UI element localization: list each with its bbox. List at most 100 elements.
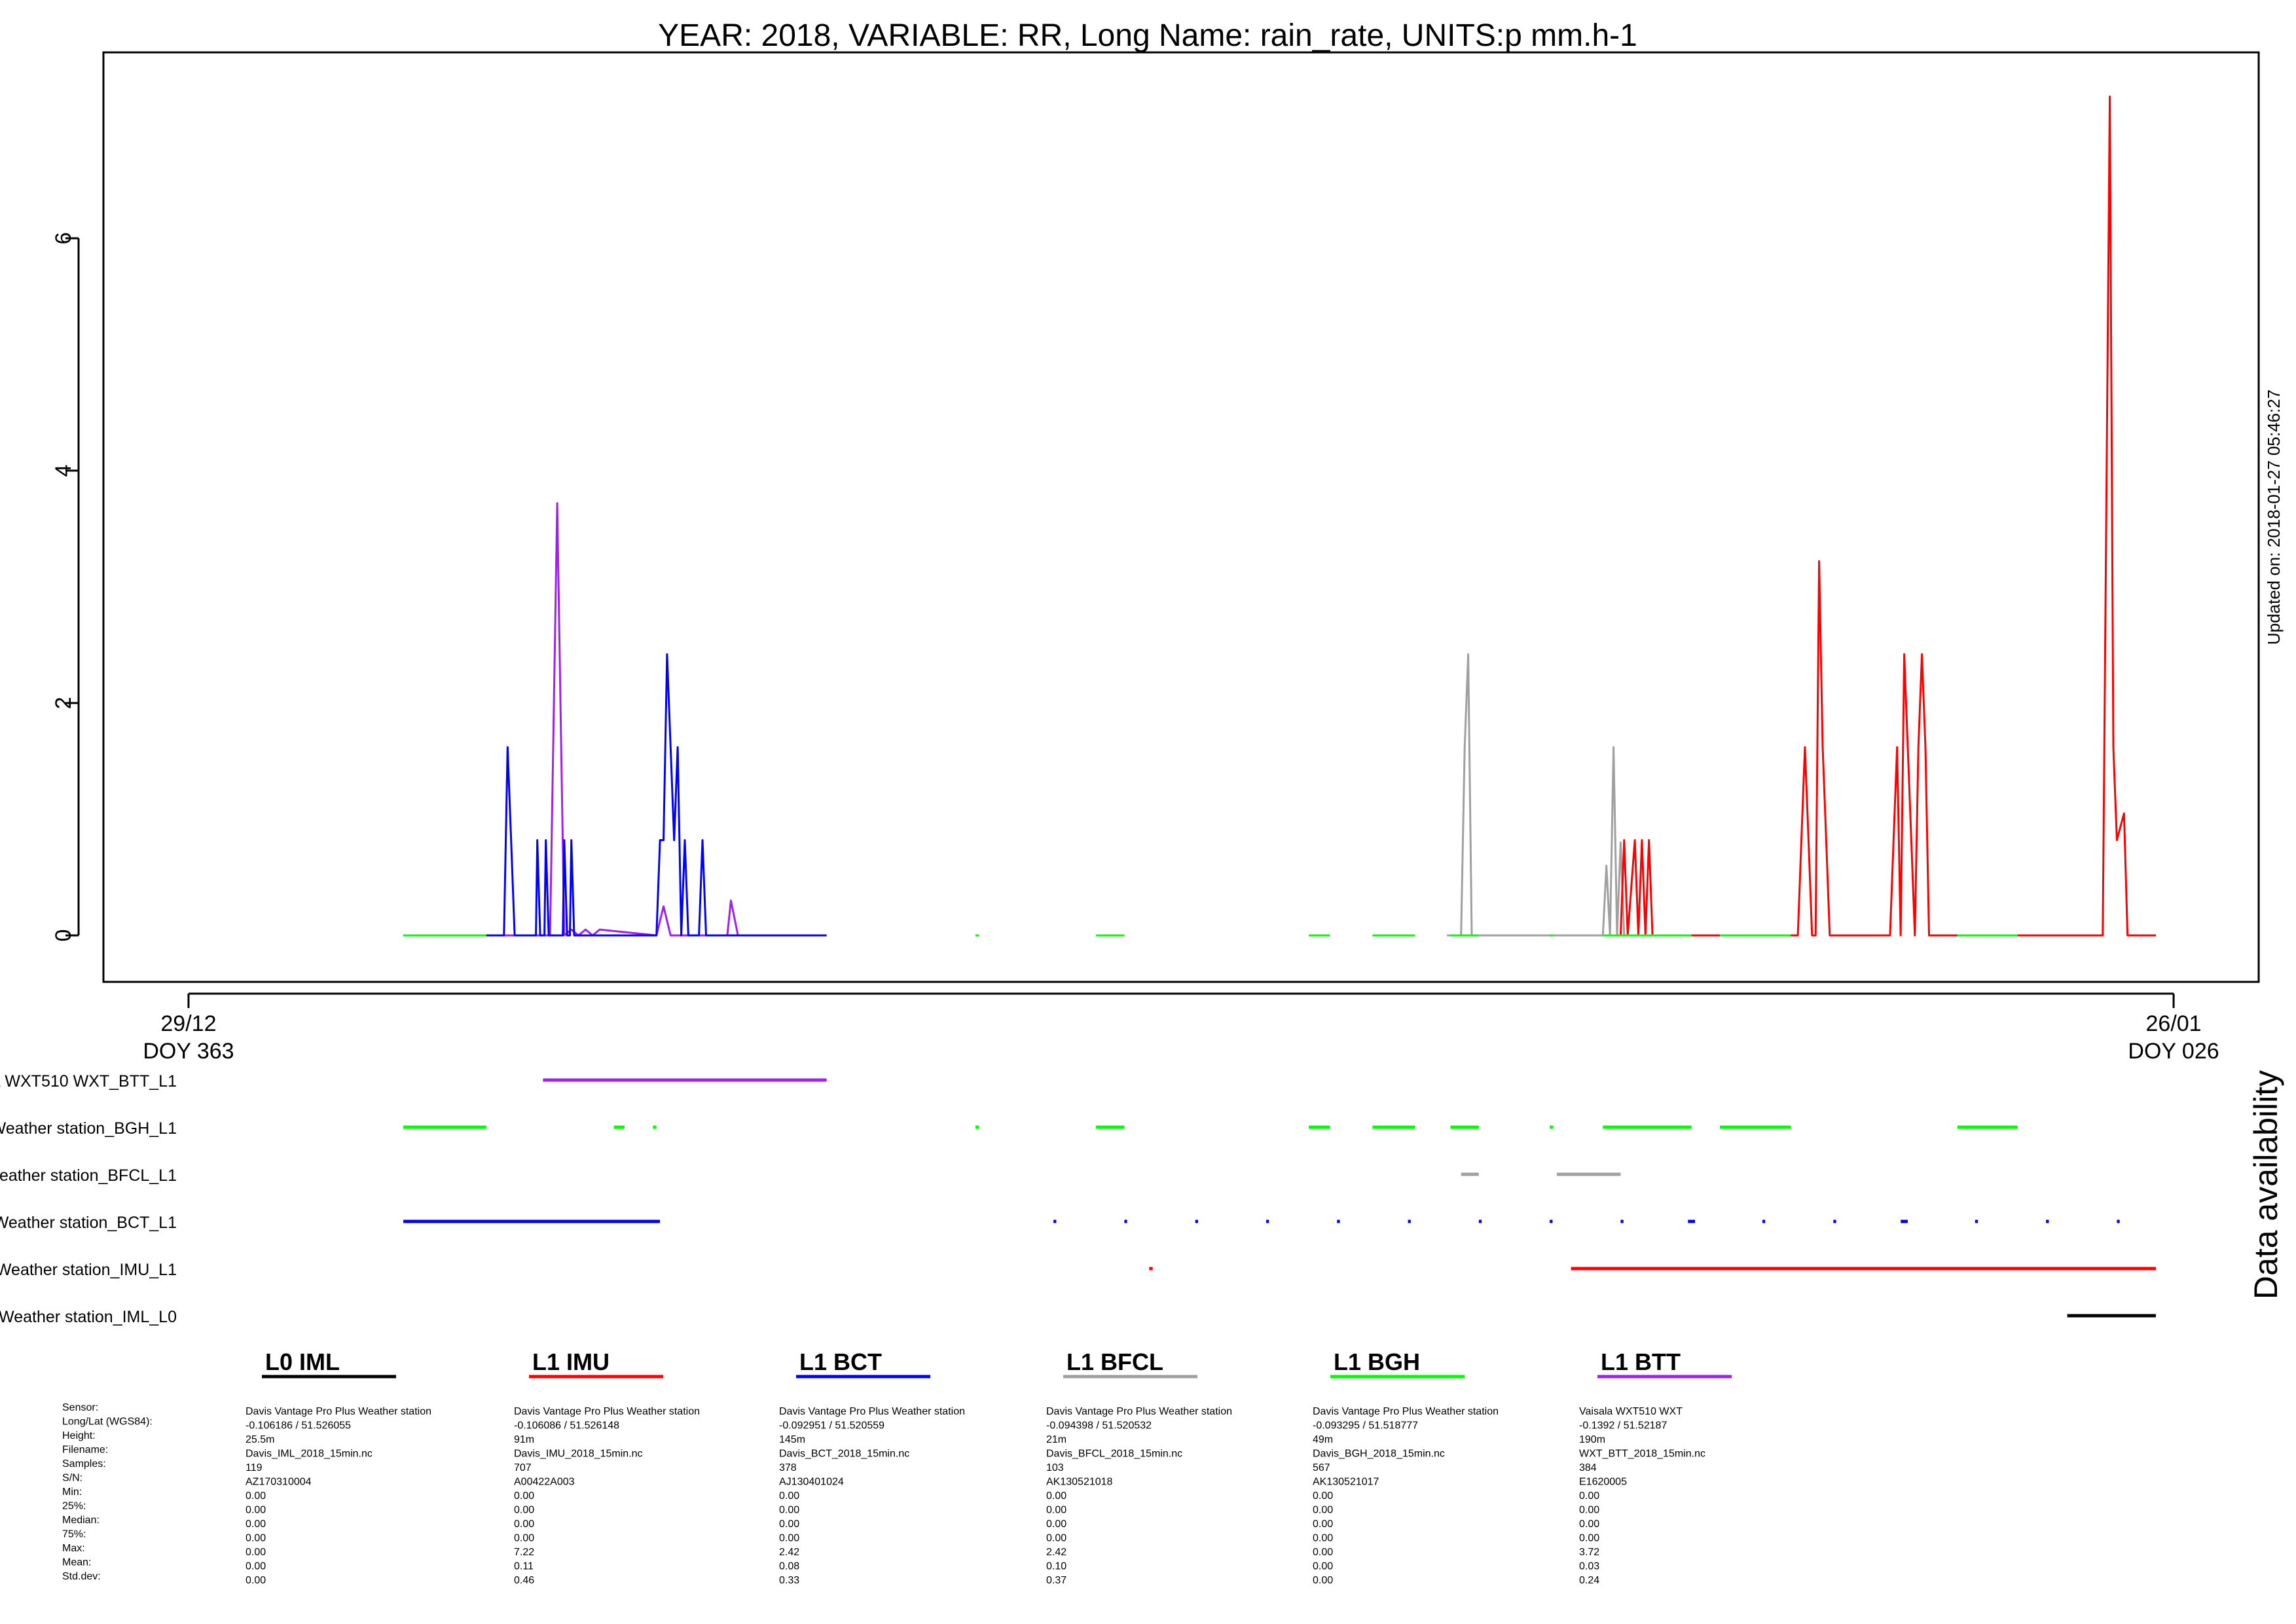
stats-cell: 0.00: [1046, 1505, 1066, 1516]
stats-cell: AK130521017: [1313, 1477, 1379, 1488]
stats-cell: Davis_IML_2018_15min.nc: [246, 1449, 373, 1460]
series-line-l1-bfcl: [1447, 653, 1631, 937]
stats-cell: 91m: [514, 1434, 534, 1445]
stats-cell: Davis_BCT_2018_15min.nc: [779, 1449, 909, 1460]
availability-axis-label: Data availability: [2248, 1070, 2284, 1299]
availability-panel: Vaisala WXT510 WXT_BTT_L1 Davis Vantage P…: [0, 1072, 2156, 1326]
stats-cell: 0.00: [514, 1533, 534, 1544]
legend: L0 IML L1 IMU L1 BCT L1 BFCL L1 BGH L1 BTT: [262, 1348, 1732, 1379]
stats-cell: 3.72: [1579, 1547, 1599, 1558]
legend-label: L1 BFCL: [1066, 1348, 1163, 1375]
stats-cell: 49m: [1313, 1434, 1333, 1445]
stats-cell: 2.42: [1046, 1547, 1066, 1558]
stats-cell: Vaisala WXT510 WXT: [1579, 1406, 1683, 1417]
chart-title: YEAR: 2018, VARIABLE: RR, Long Name: rai…: [658, 18, 1637, 53]
stats-cell: 0.33: [779, 1575, 799, 1586]
stats-cell: -0.106086 / 51.526148: [514, 1420, 619, 1432]
y-axis: 0 2 4 6: [51, 232, 80, 942]
availability-row-label: Davis Vantage Pro Plus Weather station_I…: [0, 1308, 177, 1326]
y-tick-label: 4: [51, 465, 76, 477]
stats-cell: Davis Vantage Pro Plus Weather station: [1046, 1406, 1232, 1417]
stats-cell: 0.00: [1313, 1519, 1333, 1530]
stats-cell: 0.00: [1313, 1490, 1333, 1502]
stats-cell: 0.00: [1313, 1505, 1333, 1516]
stats-row-label: Max:: [62, 1543, 85, 1554]
stats-row-label: 25%:: [62, 1501, 86, 1512]
stats-cell: Davis Vantage Pro Plus Weather station: [514, 1406, 700, 1417]
stats-cell: 0.00: [779, 1505, 799, 1516]
legend-label: L0 IML: [265, 1348, 340, 1375]
series-line-l1-btt: [403, 502, 827, 937]
legend-label: L1 IMU: [532, 1348, 610, 1375]
stats-cell: 0.00: [1046, 1519, 1066, 1530]
stats-cell: 145m: [779, 1434, 805, 1445]
stats-cell: 0.00: [1313, 1547, 1333, 1558]
stats-table: Sensor: Long/Lat (WGS84): Height: Filename:…: [62, 1402, 1705, 1586]
stats-cell: 0.11: [514, 1561, 534, 1572]
stats-cell: 0.00: [246, 1547, 266, 1558]
stats-cell: 0.03: [1579, 1561, 1599, 1572]
stats-cell: 21m: [1046, 1434, 1066, 1445]
stats-cell: 119: [246, 1462, 263, 1473]
stats-cell: 0.00: [1313, 1533, 1333, 1544]
stats-cell: E1620005: [1579, 1477, 1627, 1488]
stats-cell: WXT_BTT_2018_15min.nc: [1579, 1449, 1705, 1460]
stats-cell: -0.094398 / 51.520532: [1046, 1420, 1152, 1432]
stats-cell: -0.106186 / 51.526055: [246, 1420, 351, 1432]
y-tick-label: 2: [51, 697, 76, 710]
y-tick-label: 6: [51, 232, 76, 245]
availability-row-label: Davis Vantage Pro Plus Weather station_I…: [0, 1261, 177, 1279]
stats-cell: 0.00: [779, 1490, 799, 1502]
x-tick-doy: DOY 026: [2128, 1039, 2219, 1064]
stats-cell: 0.00: [1313, 1561, 1333, 1572]
stats-cell: 0.00: [246, 1575, 266, 1586]
stats-cell: AK130521018: [1046, 1477, 1113, 1488]
stats-cell: 0.00: [1579, 1533, 1599, 1544]
stats-row-label: Samples:: [62, 1458, 106, 1470]
stats-cell: 0.00: [514, 1519, 534, 1530]
stats-cell: 25.5m: [246, 1434, 274, 1445]
stats-cell: Davis Vantage Pro Plus Weather station: [246, 1406, 431, 1417]
availability-row-label: Vaisala WXT510 WXT_BTT_L1: [0, 1072, 177, 1091]
series-line-l1-imu: [1619, 96, 2156, 937]
stats-cell: AJ130401024: [779, 1477, 844, 1488]
stats-cell: 0.24: [1579, 1575, 1599, 1586]
stats-cell: 0.00: [246, 1533, 266, 1544]
stats-cell: 0.10: [1046, 1561, 1066, 1572]
stats-cell: 2.42: [779, 1547, 799, 1558]
x-tick-date: 29/12: [160, 1011, 216, 1036]
legend-label: L1 BGH: [1334, 1348, 1420, 1375]
series-layer: [403, 96, 2156, 937]
stats-cell: 0.00: [514, 1490, 534, 1502]
x-tick-doy: DOY 363: [143, 1039, 234, 1064]
availability-row-label: Davis Vantage Pro Plus Weather station_B…: [0, 1214, 177, 1232]
stats-cell: 103: [1046, 1462, 1064, 1473]
stats-cell: A00422A003: [514, 1477, 575, 1488]
stats-cell: 0.00: [779, 1533, 799, 1544]
x-tick-date: 26/01: [2146, 1011, 2202, 1036]
availability-row-label: Davis Vantage Pro Plus Weather station_B…: [0, 1166, 177, 1185]
availability-row-label: Davis Vantage Pro Plus Weather station_B…: [0, 1119, 177, 1138]
stats-cell: 0.00: [246, 1490, 266, 1502]
updated-timestamp: Updated on: 2018-01-27 05:46:27: [2264, 389, 2284, 645]
series-line-l1-bct: [403, 653, 827, 937]
stats-row-label: Sensor:: [62, 1402, 98, 1413]
plot-frame: [102, 51, 2260, 983]
stats-cell: 0.00: [1046, 1533, 1066, 1544]
legend-label: L1 BCT: [799, 1348, 882, 1375]
stats-cell: 0.08: [779, 1561, 799, 1572]
stats-cell: 0.00: [1579, 1519, 1599, 1530]
stats-row-label: S/N:: [62, 1473, 82, 1484]
stats-cell: -0.1392 / 51.52187: [1579, 1420, 1667, 1432]
stats-cell: 0.46: [514, 1575, 534, 1586]
stats-cell: 190m: [1579, 1434, 1605, 1445]
stats-cell: Davis Vantage Pro Plus Weather station: [779, 1406, 965, 1417]
stats-row-label: Min:: [62, 1487, 82, 1498]
stats-cell: Davis Vantage Pro Plus Weather station: [1313, 1406, 1499, 1417]
stats-cell: Davis_IMU_2018_15min.nc: [514, 1449, 643, 1460]
stats-cell: 7.22: [514, 1547, 534, 1558]
stats-cell: 0.00: [514, 1505, 534, 1516]
y-tick-label: 0: [51, 929, 76, 942]
stats-cell: 0.00: [246, 1519, 266, 1530]
